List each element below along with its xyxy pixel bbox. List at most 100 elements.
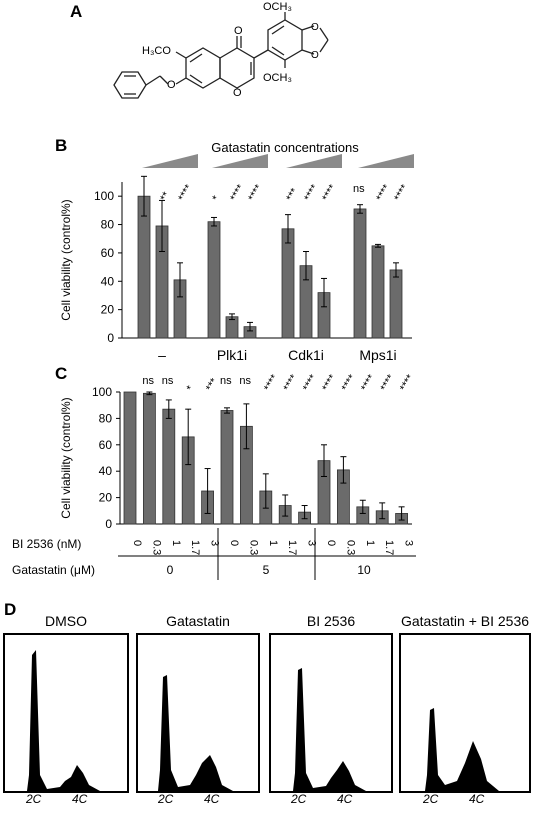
significance-label: **** (359, 372, 378, 393)
bi2536-tick-label: 1 (170, 540, 182, 546)
significance-label: * (210, 193, 223, 203)
y-axis-label: Cell viability (control%) (59, 397, 73, 518)
bar (207, 221, 221, 339)
bi2536-tick-label: 3 (403, 540, 415, 546)
concentration-wedge (212, 154, 268, 168)
significance-label: ns (220, 375, 232, 387)
significance-label: ns (142, 375, 154, 387)
significance-label: *** (204, 376, 221, 394)
histogram-plot (138, 675, 258, 791)
bi2536-tick-label: 0 (325, 540, 337, 546)
bi2536-tick-label: 1.7 (189, 540, 201, 555)
y-tick-label: 60 (99, 438, 113, 452)
y-tick-label: 80 (99, 411, 113, 425)
gatastatin-value: 5 (263, 563, 270, 577)
row-label-bi2536: BI 2536 (nM) (12, 537, 81, 551)
y-tick-label: 100 (92, 385, 112, 399)
group-label: Plk1i (217, 347, 247, 363)
group-label: Cdk1i (288, 347, 324, 363)
concentration-wedge (286, 154, 342, 168)
histogram-dmso: DMSO (3, 613, 129, 793)
ome-bottom-label: OCH₃ (263, 72, 292, 84)
group-label: Mps1i (359, 347, 396, 363)
significance-label: **** (246, 182, 265, 203)
significance-label: **** (378, 372, 397, 393)
y-tick-label: 0 (105, 517, 112, 531)
significance-label: * (184, 383, 197, 393)
bar (123, 391, 137, 525)
concentration-wedge (142, 154, 198, 168)
significance-label: **** (228, 182, 247, 203)
y-axis-label: Cell viability (control%) (59, 199, 73, 320)
chemical-structure: OCH₃ OCH₃ H₃CO O O O O O (113, 1, 329, 99)
histogram-plot (401, 708, 529, 791)
chart-b: Gatastatin concentrations 0 20 40 60 80 100 Cel… (59, 140, 414, 363)
bi2536-tick-label: 1 (364, 540, 376, 546)
significance-label: *** (284, 186, 301, 204)
bi2536-tick-label: 0.3 (150, 540, 162, 555)
significance-label: ns (162, 375, 174, 387)
histogram-title: Gatastatin (166, 613, 230, 629)
ome-top-label: OCH₃ (263, 1, 292, 13)
y-tick-label: 40 (101, 274, 115, 288)
histogram-bi2536: BI 2536 (269, 613, 393, 793)
panel-d-label: D (4, 600, 17, 619)
significance-label: **** (301, 372, 320, 393)
significance-label: **** (302, 182, 321, 203)
ring-o-label: O (233, 87, 242, 99)
y-tick-label: 80 (101, 218, 115, 232)
panel-a-label: A (70, 2, 83, 21)
legend-title: Gatastatin concentrations (211, 140, 359, 155)
y-tick-label: 20 (99, 491, 113, 505)
significance-label: ns (239, 375, 251, 387)
significance-label: ** (158, 189, 173, 203)
bi2536-tick-label: 1 (267, 540, 279, 546)
y-tick-label: 60 (101, 246, 115, 260)
y-tick-label: 40 (99, 464, 113, 478)
bi2536-tick-label: 1.7 (383, 540, 395, 555)
histogram-title: DMSO (45, 613, 87, 629)
significance-label: **** (262, 372, 281, 393)
bar (162, 408, 176, 525)
bi2536-tick-label: 3 (209, 540, 221, 546)
dioxole-o-bottom-label: O (311, 50, 319, 61)
group-label: – (158, 347, 166, 363)
significance-label: **** (374, 182, 393, 203)
panel-b-label: B (55, 136, 68, 155)
y-tick-label: 0 (107, 331, 114, 345)
gatastatin-value: 0 (167, 563, 174, 577)
carbonyl-o-label: O (234, 25, 243, 37)
histogram-title: Gatastatin + BI 2536 (400, 613, 530, 629)
significance-label: **** (398, 372, 417, 393)
significance-label: **** (340, 372, 359, 393)
h3co-label: H₃CO (142, 45, 171, 57)
bi2536-tick-label: 0.3 (247, 540, 259, 555)
bar (353, 208, 367, 339)
y-tick-label: 100 (94, 189, 114, 203)
row-label-gatastatin: Gatastatin (μM) (12, 563, 95, 577)
histogram-title: BI 2536 (306, 613, 356, 629)
concentration-wedge (358, 154, 414, 168)
histogram-combination: Gatastatin + BI 2536 (399, 613, 531, 793)
histogram-plot (271, 668, 391, 791)
bi2536-tick-label: 0 (131, 540, 143, 546)
bi2536-tick-label: 0.3 (344, 540, 356, 555)
bar (281, 228, 295, 339)
bar (137, 195, 151, 339)
bi2536-tick-label: 1.7 (286, 540, 298, 555)
significance-label: **** (176, 182, 195, 203)
y-tick-label: 20 (101, 303, 115, 317)
panel-c-label: C (55, 364, 68, 383)
significance-label: **** (320, 372, 339, 393)
bi2536-tick-label: 0 (228, 540, 240, 546)
significance-label: **** (320, 182, 339, 203)
dioxole-o-top-label: O (311, 22, 319, 33)
histogram-gatastatin: Gatastatin (136, 613, 260, 793)
bar (371, 245, 385, 339)
significance-label: **** (281, 372, 300, 393)
bi2536-tick-label: 3 (306, 540, 318, 546)
bar (220, 410, 234, 525)
gatastatin-value: 10 (357, 563, 371, 577)
bar (389, 269, 403, 339)
